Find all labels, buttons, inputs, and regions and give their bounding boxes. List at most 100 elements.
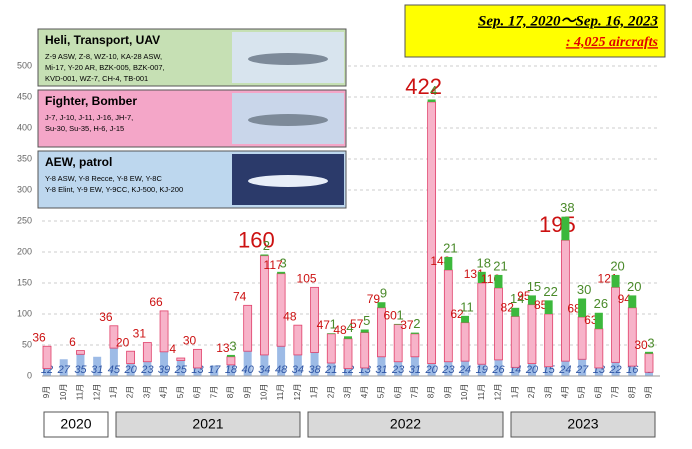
x-tick-label: 9月 <box>243 386 252 398</box>
year-box <box>43 411 109 438</box>
data-label: 6 <box>69 335 76 349</box>
bar <box>511 367 520 376</box>
bar <box>159 310 169 353</box>
data-label: 2 <box>263 238 270 253</box>
year-label: 2021 <box>192 416 223 432</box>
x-tick-label: 10月 <box>259 384 268 401</box>
y-tick-label: 50 <box>22 339 32 349</box>
chart-subtitle: : 4,025 aircrafts <box>566 35 659 50</box>
bar <box>360 332 370 369</box>
data-label: 31 <box>409 364 421 376</box>
data-label: 422 <box>405 74 442 99</box>
bar <box>126 363 135 376</box>
x-tick-label: 7月 <box>410 386 419 398</box>
x-tick-label: 2月 <box>527 386 536 398</box>
x-tick-label: 1月 <box>109 386 118 398</box>
data-label: 11 <box>460 299 474 314</box>
data-label: 68 <box>567 301 581 315</box>
data-label: 4 <box>346 320 353 335</box>
bar <box>645 351 653 354</box>
x-tick-label: 2月 <box>126 386 135 398</box>
title-box <box>404 4 666 58</box>
data-label: 3 <box>647 335 654 350</box>
data-label: 31 <box>375 364 387 376</box>
bar <box>427 101 437 365</box>
y-tick-label: 300 <box>17 184 32 194</box>
data-label: 31 <box>91 364 103 376</box>
data-label: 117 <box>264 258 283 272</box>
year-box <box>510 411 656 438</box>
data-label: 19 <box>476 364 488 376</box>
x-tick-label: 4月 <box>159 386 168 398</box>
bar <box>427 99 436 102</box>
x-tick-label: 7月 <box>611 386 620 398</box>
bar <box>226 364 235 376</box>
data-label: 60 <box>383 309 397 323</box>
data-label: 74 <box>233 289 247 303</box>
bar <box>494 287 503 361</box>
bar <box>594 367 603 376</box>
x-tick-label: 10月 <box>460 384 469 401</box>
data-label: 23 <box>391 364 405 376</box>
bar <box>427 363 436 376</box>
bar <box>477 364 486 376</box>
data-label: 1 <box>397 307 404 322</box>
bar <box>444 256 453 270</box>
bar <box>594 312 603 329</box>
data-label: 20 <box>610 258 624 273</box>
bar <box>93 356 102 376</box>
x-tick-label: 9月 <box>42 386 51 398</box>
x-tick-label: 12月 <box>293 384 302 401</box>
data-label: 27 <box>575 364 589 376</box>
bar <box>193 367 202 376</box>
data-label: 66 <box>149 295 163 309</box>
x-tick-label: 5月 <box>377 386 386 398</box>
bar <box>444 361 453 376</box>
bar <box>109 348 118 376</box>
year-label: 2022 <box>390 416 421 432</box>
data-label: 45 <box>108 364 121 376</box>
data-label: 23 <box>140 364 154 376</box>
data-label: 79 <box>367 292 381 306</box>
bar <box>644 353 654 373</box>
bar <box>628 366 637 376</box>
bar <box>578 359 587 376</box>
data-label: 15 <box>527 279 541 294</box>
x-tick-label: 12月 <box>494 384 503 401</box>
y-tick-label: 200 <box>17 246 32 256</box>
aircraft-icon <box>248 53 328 65</box>
x-tick-label: 1月 <box>510 386 519 398</box>
y-tick-label: 450 <box>17 91 32 101</box>
x-tick-label: 4月 <box>360 386 369 398</box>
bar <box>43 368 51 376</box>
bar <box>461 315 470 323</box>
bar <box>561 216 570 241</box>
y-tick-label: 350 <box>17 153 32 163</box>
x-tick-label: 2月 <box>326 386 335 398</box>
bar <box>377 356 386 376</box>
data-label: 63 <box>584 313 598 327</box>
bar <box>544 366 553 376</box>
bar <box>143 361 152 376</box>
data-label: 3 <box>229 338 236 353</box>
x-tick-label: 5月 <box>577 386 586 398</box>
bar <box>276 273 286 347</box>
bar <box>260 354 269 376</box>
data-label: 160 <box>238 228 275 253</box>
y-tick-label: 0 <box>27 370 32 380</box>
bar <box>277 346 286 376</box>
data-label: 24 <box>558 364 571 376</box>
data-label: 62 <box>450 307 464 321</box>
data-label: 24 <box>458 364 471 376</box>
legend-types: Su-30, Su-35, H-6, J-15 <box>45 124 124 133</box>
data-label: 4 <box>169 342 176 356</box>
bar <box>142 342 152 363</box>
bar <box>410 333 420 358</box>
legend-types: Y-8 ASW, Y-8 Recce, Y-8 EW, Y-8C <box>45 174 162 183</box>
x-tick-label: 11月 <box>477 384 486 400</box>
data-label: 35 <box>74 364 87 376</box>
bar <box>59 359 68 376</box>
data-label: 39 <box>158 364 170 376</box>
